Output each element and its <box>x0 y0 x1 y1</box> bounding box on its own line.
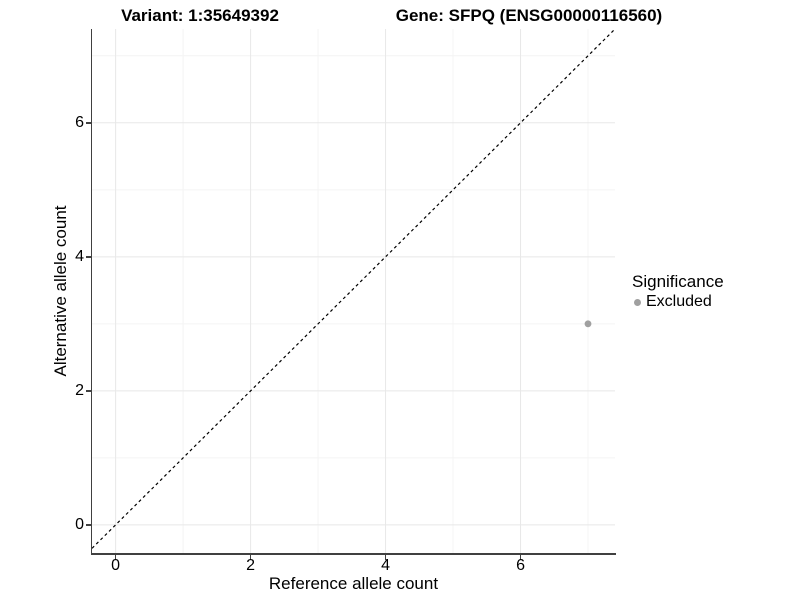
plot-panel <box>92 29 615 553</box>
plot-title-variant: Variant: 1:35649392 <box>121 6 279 25</box>
x-axis-tick-label: 2 <box>246 557 256 574</box>
x-axis-title: Reference allele count <box>268 574 439 593</box>
x-axis-tick <box>384 554 387 560</box>
y-axis-tick-label: 0 <box>75 515 84 533</box>
y-axis-tick-label: 4 <box>75 247 84 265</box>
plot-title-gene: Gene: SFPQ (ENSG00000116560) <box>395 6 663 25</box>
x-axis-tick-label: 0 <box>111 557 121 574</box>
x-axis-line <box>90 553 616 555</box>
legend-item-excluded: Excluded <box>634 293 724 311</box>
legend-item-label: Excluded <box>646 293 712 310</box>
x-axis-tick <box>114 554 117 560</box>
legend-title: Significance <box>632 272 724 291</box>
data-point <box>584 320 592 328</box>
x-axis-tick-label: 6 <box>516 557 525 574</box>
y-axis-tick-label: 2 <box>75 381 84 399</box>
legend-key-dot-icon <box>634 298 641 306</box>
y-axis-tick <box>85 524 91 526</box>
x-axis-tick <box>249 554 252 560</box>
x-axis-tick <box>519 554 522 560</box>
legend: Significance Excluded <box>632 272 724 311</box>
y-axis-tick <box>85 390 91 392</box>
y-axis-line <box>90 29 92 555</box>
y-axis-title: Alternative allele count <box>51 205 70 377</box>
identity-reference-line <box>92 29 615 549</box>
y-axis-tick <box>85 256 91 258</box>
y-axis-tick-label: 6 <box>75 113 84 131</box>
y-axis-tick <box>85 122 91 124</box>
x-axis-tick-label: 4 <box>381 557 390 574</box>
